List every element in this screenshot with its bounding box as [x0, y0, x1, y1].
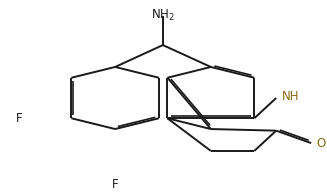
Text: O: O: [316, 137, 325, 150]
Text: NH: NH: [282, 90, 300, 103]
Text: F: F: [112, 178, 118, 191]
Text: NH$_2$: NH$_2$: [151, 8, 175, 23]
Text: F: F: [15, 112, 22, 125]
